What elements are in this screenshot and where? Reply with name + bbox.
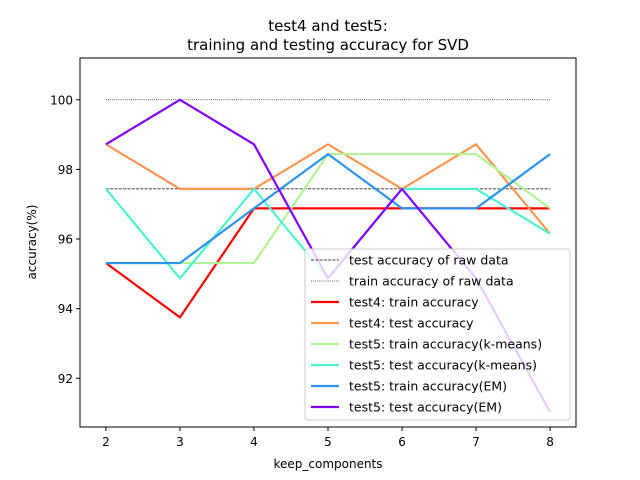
legend-label-5: test5: train accuracy(k-means)	[349, 337, 542, 352]
x-tick-label: 2	[102, 435, 110, 449]
x-tick-label: 5	[324, 435, 332, 449]
x-tick-label: 8	[546, 435, 554, 449]
legend-label-2: train accuracy of raw data	[349, 274, 514, 289]
y-tick-label: 98	[58, 163, 73, 177]
x-tick-label: 6	[398, 435, 406, 449]
x-axis: 2 3 4 5 6 7 8	[102, 427, 554, 449]
y-tick-label: 96	[58, 233, 73, 247]
y-tick-label: 94	[58, 302, 73, 316]
legend-box	[304, 248, 571, 421]
y-tick-label: 100	[50, 93, 73, 107]
y-tick-label: 92	[58, 372, 73, 386]
x-tick-label: 4	[250, 435, 258, 449]
legend-label-4: test4: test accuracy	[349, 316, 474, 331]
series-line-4	[105, 143, 551, 235]
chart-subtitle: training and testing accuracy for SVD	[187, 36, 469, 54]
x-axis-label: keep_components	[273, 457, 382, 471]
series-line-7	[105, 152, 551, 265]
legend: test accuracy of raw data train accuracy …	[304, 248, 571, 421]
legend-label-7: test5: train accuracy(EM)	[349, 379, 507, 394]
x-tick-label: 3	[176, 435, 184, 449]
legend-label-8: test5: test accuracy(EM)	[349, 400, 502, 415]
y-axis-label: accuracy(%)	[25, 205, 39, 280]
legend-label-3: test4: train accuracy	[349, 295, 479, 310]
y-axis: 92 94 96 98 100	[50, 93, 80, 386]
legend-label-6: test5: test accuracy(k-means)	[349, 358, 537, 373]
x-tick-label: 7	[472, 435, 480, 449]
legend-label-1: test accuracy of raw data	[349, 253, 509, 268]
chart-title: test4 and test5:	[268, 17, 388, 35]
